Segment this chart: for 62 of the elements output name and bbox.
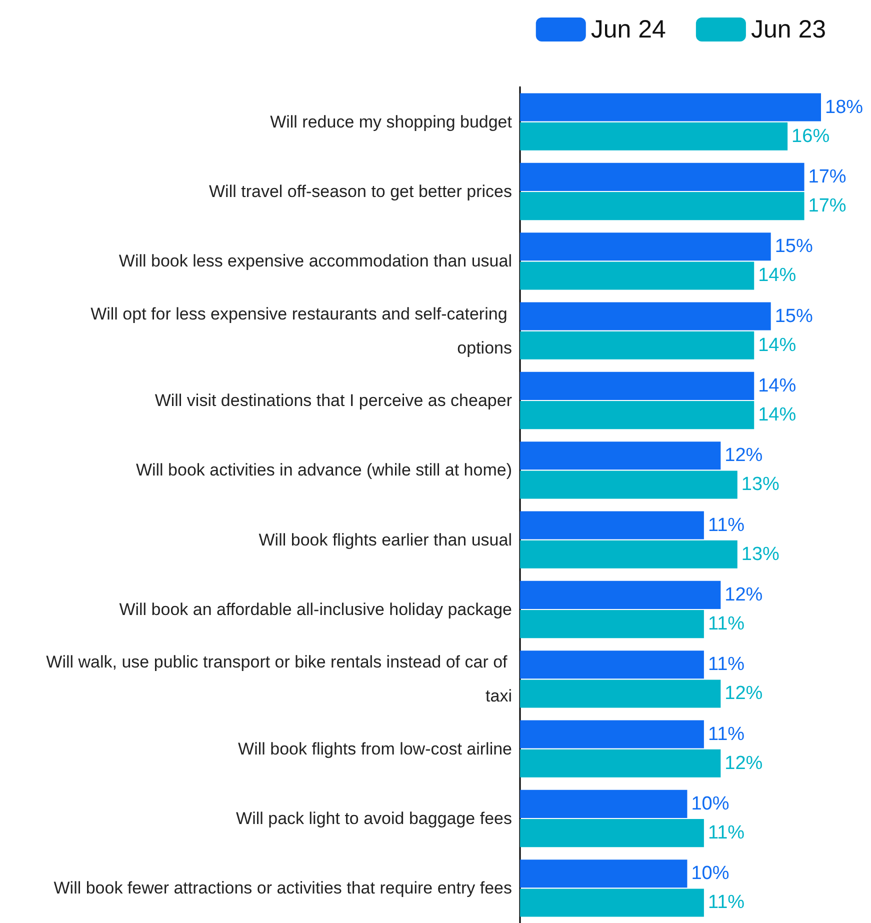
bar [520,93,821,122]
y-tick-label: Will opt for less expensive restaurants and self-catering options [90,304,512,358]
y-tick-label: Will visit destinations that I perceive as cheaper [154,391,512,410]
bar [520,540,738,568]
data-label: 15% [774,236,813,258]
data-label: 13% [741,544,780,565]
bar [520,650,704,679]
data-label: 11% [708,614,745,635]
y-tick-label: Will pack light to avoid baggage fees [236,809,512,828]
y-tick-label: Will book less expensive accommodation than usual [118,252,512,271]
data-label: 14% [758,334,796,356]
bar [520,162,804,191]
bar [520,232,771,261]
data-label: 12% [724,584,763,606]
bar [520,331,754,360]
data-label: 16% [792,126,830,147]
data-label: 12% [724,445,763,466]
bar [520,680,721,708]
data-label: 11% [708,892,745,914]
bar [520,192,804,220]
legend-label: Jun 24 [590,16,666,44]
y-tick-label: Will travel off-season to get better prices [209,182,512,201]
bar [520,401,754,430]
data-label: 17% [808,196,846,217]
bar [520,790,688,818]
bar [520,860,688,888]
data-label: 15% [774,306,813,327]
bar [520,511,704,540]
data-label: 14% [758,404,796,426]
y-tick-label: Will reduce my shopping budget [270,112,512,132]
bar [520,720,704,748]
bar [520,262,754,290]
bar [520,580,721,609]
data-label: 17% [808,166,846,188]
data-label: 11% [708,514,745,536]
legend-label: Jun 23 [750,16,826,44]
y-tick-label: Will walk, use public transport or bike rentals instead of car of taxi [46,652,512,706]
bar [520,442,721,470]
bar [520,302,771,330]
bar [520,819,704,848]
data-label: 13% [741,474,780,496]
data-label: 11% [708,822,745,844]
data-label: 10% [691,793,730,814]
data-label: 14% [758,265,796,286]
data-label: 18% [825,96,864,118]
y-tick-label: Will book flights earlier than usual [258,530,512,550]
y-tick-label: Will book flights from low-cost airline [238,739,512,758]
bar [520,470,738,499]
data-label: 11% [708,724,745,745]
data-label: 12% [724,752,763,774]
data-label: 12% [724,683,763,704]
y-tick-label: Will book an affordable all-inclusive holiday package [119,600,512,619]
y-tick-label: Will book fewer attractions or activities that require entry fees [54,878,512,898]
bar [520,888,704,917]
data-label: 11% [708,654,745,676]
bar [520,610,704,638]
y-tick-label: Will book activities in advance (while still at home) [136,460,512,480]
bar [520,122,788,150]
data-label: 14% [758,375,796,396]
bar [520,749,721,778]
bar [520,372,754,400]
data-label: 10% [691,863,730,884]
